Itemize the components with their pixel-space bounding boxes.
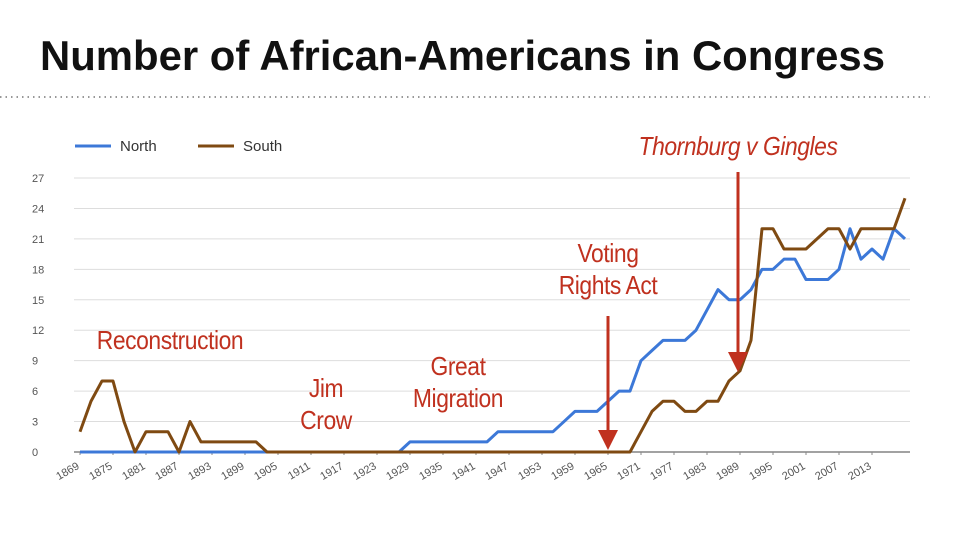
- x-tick-label: 1905: [252, 460, 279, 483]
- y-tick-label: 6: [32, 386, 38, 398]
- series-line: [78, 197, 907, 454]
- x-tick-label: 1989: [714, 460, 741, 483]
- annotation: Reconstruction: [96, 325, 244, 355]
- arrow-head: [598, 430, 618, 450]
- x-tick-label: 1929: [384, 460, 411, 483]
- legend-label: North: [120, 138, 157, 155]
- y-tick-label: 27: [32, 173, 44, 185]
- x-tick-label: 1971: [615, 460, 642, 483]
- x-tick-label: 1923: [351, 460, 378, 483]
- x-tick-label: 1893: [186, 460, 213, 483]
- x-tick-label: 1935: [417, 460, 444, 483]
- y-tick-label: 0: [32, 447, 38, 459]
- x-tick-label: 1875: [87, 460, 114, 483]
- chart-title: Number of African-Americans in Congress: [40, 32, 885, 79]
- x-tick-label: 1911: [286, 460, 312, 482]
- y-tick-label: 3: [32, 417, 38, 429]
- annotation: Jim Crow: [300, 373, 352, 435]
- legend: North South: [75, 138, 282, 155]
- y-tick-label: 18: [32, 264, 44, 276]
- y-tick-label: 12: [32, 325, 44, 337]
- x-tick-label: 1959: [549, 460, 576, 483]
- x-tick-label: 2013: [846, 460, 873, 483]
- x-tick-label: 1887: [153, 460, 180, 483]
- annotation: Great Migration: [412, 351, 504, 413]
- series-line: [80, 227, 907, 454]
- plot: [78, 197, 907, 454]
- y-tick-label: 21: [32, 234, 44, 246]
- y-tick-label: 9: [32, 356, 38, 368]
- x-tick-label: 1869: [54, 460, 81, 483]
- x-tick-label: 2007: [813, 460, 840, 483]
- x-tick-label: 1941: [450, 460, 477, 483]
- y-tick-label: 24: [32, 203, 44, 215]
- x-tick-label: 1899: [219, 460, 246, 483]
- x-tick-label: 1965: [582, 460, 609, 483]
- legend-label: South: [243, 138, 282, 155]
- annotation: Voting Rights Act: [558, 238, 658, 300]
- y-tick-label: 15: [32, 295, 44, 307]
- arrow-head: [728, 352, 748, 372]
- x-tick-label: 1983: [681, 460, 708, 483]
- x-tick-label: 2001: [780, 460, 807, 483]
- annotation: Thornburg v Gingles: [638, 131, 838, 161]
- x-tick-label: 1953: [516, 460, 543, 483]
- x-tick-label: 1881: [120, 460, 147, 483]
- x-tick-label: 1977: [648, 460, 675, 483]
- x-tick-label: 1947: [483, 460, 510, 483]
- x-tick-label: 1917: [318, 460, 345, 483]
- x-tick-label: 1995: [747, 460, 774, 483]
